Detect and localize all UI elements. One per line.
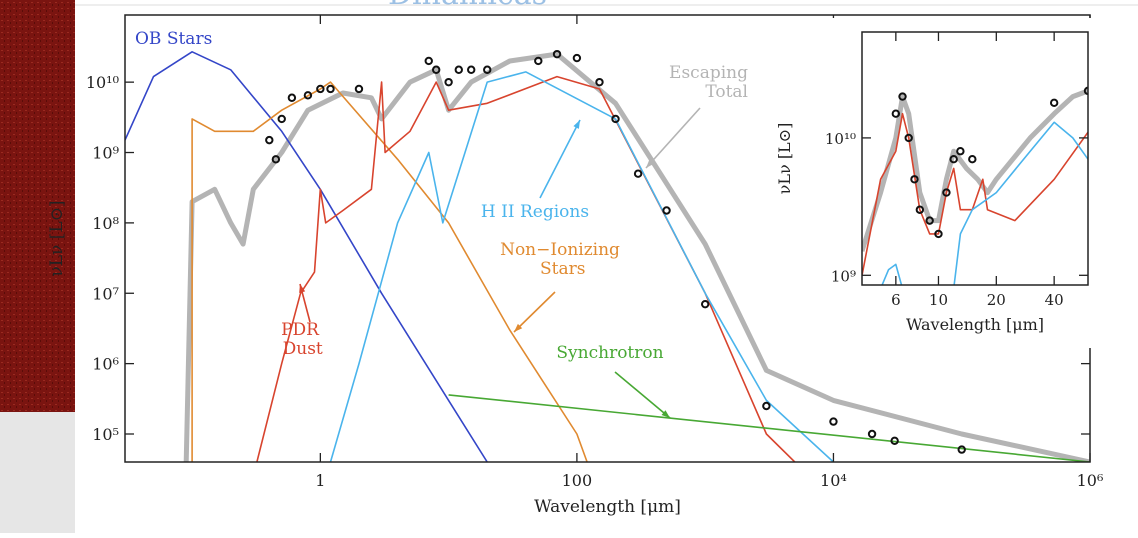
series-line [329, 71, 834, 462]
plot-frame [861, 31, 1089, 286]
data-point [956, 147, 965, 156]
data-point [700, 299, 710, 309]
data-point [444, 77, 453, 87]
data-point [271, 155, 281, 164]
series-line [862, 112, 1088, 276]
data-point [1083, 86, 1088, 96]
x-axis-label: Wavelength [μm] [906, 315, 1044, 334]
series-line [881, 121, 1088, 285]
annotation-arrow [513, 291, 556, 333]
data-point [898, 92, 907, 101]
data-point [431, 65, 441, 74]
y-tick-label: 10⁶ [92, 355, 119, 374]
data-point [595, 77, 604, 87]
slide-sidebar [0, 0, 75, 412]
data-point [829, 417, 838, 426]
x-tick-label: 6 [891, 291, 901, 309]
annotation-arrow [614, 371, 671, 419]
y-tick-label: 10⁷ [92, 284, 119, 303]
x-tick-label: 20 [987, 291, 1006, 309]
data-point [424, 56, 433, 66]
plot-area [125, 49, 1090, 462]
x-tick-label: 10⁶ [1077, 471, 1104, 490]
data-point [467, 65, 476, 74]
series-annotation: Non−Ionizing Stars [500, 240, 620, 279]
data-point [762, 401, 771, 411]
data-point [925, 216, 934, 225]
data-point [662, 206, 671, 215]
plot-area [862, 86, 1088, 285]
x-tick-label: 1 [315, 471, 325, 490]
data-point [867, 429, 877, 439]
data-point [316, 84, 325, 94]
annotation-arrow [539, 119, 581, 199]
arrow-head [573, 120, 580, 129]
data-point [277, 114, 286, 124]
y-tick-label: 10⁹ [92, 144, 119, 163]
series-annotation: H II Regions [481, 202, 589, 222]
data-point [483, 65, 492, 74]
y-tick-label: 10⁸ [92, 214, 119, 233]
series-line [183, 51, 1090, 462]
series-annotation: Escaping Total [669, 63, 748, 102]
data-point [326, 84, 335, 94]
data-point [1049, 98, 1059, 108]
x-tick-label: 10 [929, 291, 948, 309]
inset-background [775, 18, 1097, 348]
y-tick-label: 10¹⁰ [86, 73, 119, 92]
series-annotation: PDR Dust [277, 320, 323, 359]
series-annotation: Synchrotron [556, 343, 663, 363]
data-point [891, 109, 901, 118]
data-point [534, 56, 543, 66]
y-axis-label: νLν [L⊙] [775, 123, 794, 195]
series-line [125, 51, 488, 462]
series-line [256, 75, 796, 462]
data-point [303, 91, 313, 100]
y-tick-label: 10⁵ [92, 425, 119, 444]
x-tick-label: 100 [562, 471, 593, 490]
data-point [934, 229, 943, 239]
x-tick-label: 10⁴ [820, 471, 847, 490]
data-point [942, 188, 951, 197]
series-annotation: OB Stars [135, 29, 212, 49]
data-point [354, 84, 364, 94]
data-point [633, 169, 643, 178]
arrow-head [299, 284, 306, 293]
x-axis-label: Wavelength [μm] [534, 497, 681, 517]
data-point [611, 114, 620, 124]
data-point [910, 175, 919, 184]
x-tick-label: 40 [1045, 291, 1064, 309]
slide-title: Dinamicas [388, 0, 547, 12]
arrow-head [646, 159, 654, 168]
arrow-head [514, 323, 523, 332]
y-tick-label: 10¹⁰ [825, 130, 856, 148]
y-axis-label: νLν [L⊙] [47, 200, 67, 276]
data-point [957, 445, 966, 454]
data-point [265, 135, 274, 145]
data-point [552, 49, 562, 59]
series-line [191, 81, 588, 462]
chart-1: 6 10 20 40 10⁹ 10¹⁰ Wavelength [μm] νLν [L⊙] [775, 18, 1097, 348]
slide-footer-panel [0, 412, 75, 533]
data-point [915, 205, 925, 214]
y-tick-label: 10⁹ [831, 267, 856, 285]
series-line [448, 394, 1090, 462]
data-point [454, 65, 463, 74]
data-point [287, 93, 297, 102]
data-point [904, 133, 913, 143]
annotation-arrow [645, 107, 701, 169]
data-point [949, 154, 958, 164]
series-line [862, 88, 1088, 252]
chart-0: 1 100 10⁴ 10⁶ 10⁵ 10⁶ 10⁷ 10⁸ 10⁹ 10¹⁰ Wavelength … [47, 14, 1104, 517]
data-point [890, 436, 899, 446]
arrow-head [661, 410, 670, 418]
data-point [968, 154, 977, 164]
data-point [572, 53, 582, 63]
